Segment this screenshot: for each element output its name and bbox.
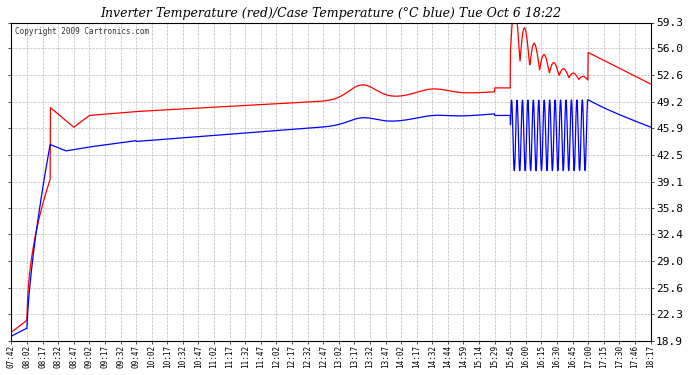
Title: Inverter Temperature (red)/Case Temperature (°C blue) Tue Oct 6 18:22: Inverter Temperature (red)/Case Temperat… [101,7,562,20]
Text: Copyright 2009 Cartronics.com: Copyright 2009 Cartronics.com [14,27,149,36]
